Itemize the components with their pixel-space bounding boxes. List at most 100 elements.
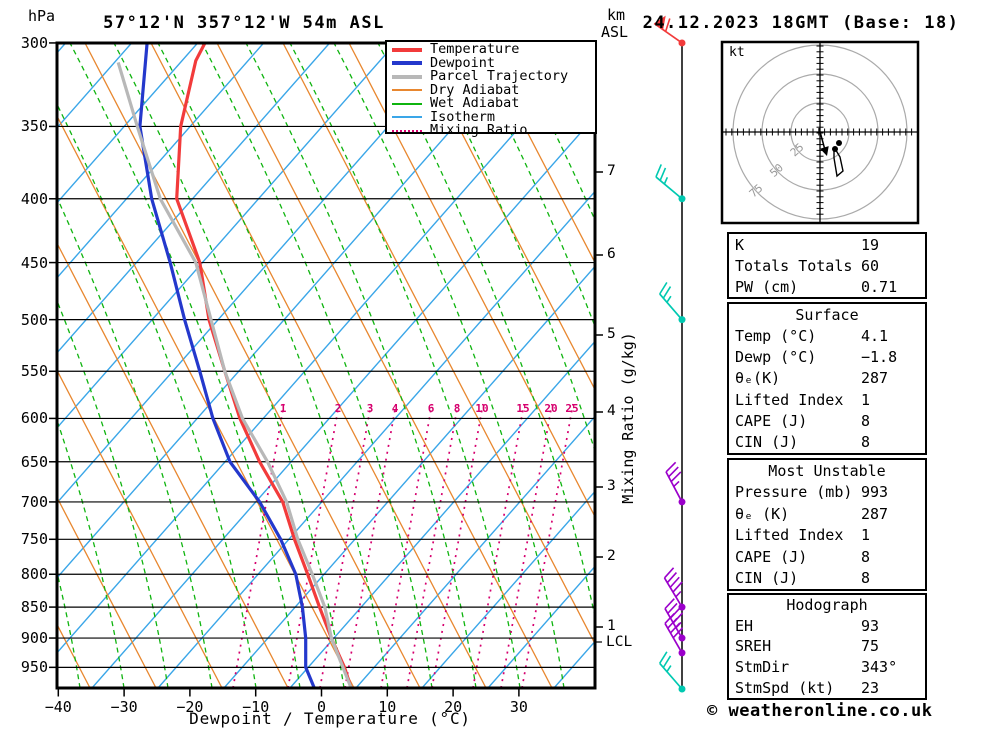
row-value: 1 bbox=[861, 526, 871, 545]
mixing-ratio-label: 6 bbox=[427, 402, 435, 415]
indices-panel-hodograph: Hodograph EH 93 SREH 75 StmDir 343° StmSpd (kt)… bbox=[727, 593, 927, 700]
table-row: Pressure (mb) 993 bbox=[729, 483, 925, 501]
pressure-tick-label: 500 bbox=[20, 310, 48, 329]
legend-label: Dewpoint bbox=[430, 54, 496, 71]
legend-item: Dry Adiabat bbox=[387, 81, 595, 98]
temp-tick-label: 20 bbox=[444, 698, 463, 716]
table-row: Dewp (°C) −1.8 bbox=[729, 348, 925, 366]
wet-adiabat-lines bbox=[57, 43, 595, 688]
table-row: θₑ (K) 287 bbox=[729, 505, 925, 523]
mixing-ratio-axis-label: Mixing Ratio (g/kg) bbox=[619, 332, 637, 504]
table-row: Totals Totals 60 bbox=[729, 257, 925, 275]
table-row: CAPE (J) 8 bbox=[729, 412, 925, 430]
legend-item: Isotherm bbox=[387, 108, 595, 125]
table-row: Temp (°C) 4.1 bbox=[729, 327, 925, 345]
legend-swatch-temperature bbox=[392, 47, 422, 52]
row-label: StmSpd (kt) bbox=[735, 678, 835, 697]
pressure-tick-label: 600 bbox=[20, 409, 48, 428]
row-label: Lifted Index bbox=[735, 390, 844, 409]
km-tick-label: 2 bbox=[607, 548, 616, 564]
x-axis-title: Dewpoint / Temperature (°C) bbox=[189, 709, 471, 728]
row-label: Temp (°C) bbox=[735, 326, 817, 345]
table-row: K 19 bbox=[729, 236, 925, 254]
row-value: 19 bbox=[861, 235, 880, 254]
trace-parcel bbox=[116, 61, 353, 688]
row-value: 1 bbox=[861, 390, 871, 409]
pressure-tick-label: 950 bbox=[20, 658, 48, 677]
mixing-ratio-label: 4 bbox=[391, 402, 399, 415]
legend-label: Mixing Ratio bbox=[430, 122, 528, 138]
row-value: 0.71 bbox=[861, 277, 898, 296]
mixing-ratio-label: 10 bbox=[475, 402, 489, 415]
legend-label: Dry Adiabat bbox=[430, 81, 520, 98]
row-value: 287 bbox=[861, 504, 889, 523]
wind-barb bbox=[653, 15, 686, 47]
table-row: θₑ(K) 287 bbox=[729, 369, 925, 387]
row-label: CAPE (J) bbox=[735, 547, 808, 566]
legend-item: Dewpoint bbox=[387, 54, 595, 71]
pressure-tick-label: 900 bbox=[20, 629, 48, 648]
pressure-axis-unit: hPa bbox=[28, 7, 56, 25]
row-label: CIN (J) bbox=[735, 569, 799, 588]
wind-barb bbox=[664, 612, 686, 657]
km-tick-label: 3 bbox=[607, 478, 616, 494]
legend-label: Temperature bbox=[430, 41, 520, 57]
panel-title: Most Unstable bbox=[768, 461, 886, 480]
indices-panel-most-unstable: Most Unstable Pressure (mb) 993 θₑ (K) 287 Li… bbox=[727, 458, 927, 591]
legend-swatch-wet_adiabat bbox=[392, 102, 422, 105]
plot-interior bbox=[57, 43, 595, 688]
copyright: © weatheronline.co.uk bbox=[707, 701, 933, 721]
row-value: 8 bbox=[861, 547, 871, 566]
station-title: 57°12'N 357°12'W 54m ASL bbox=[103, 13, 385, 33]
temp-tick-label: 10 bbox=[378, 698, 397, 716]
temp-tick-label: −10 bbox=[242, 698, 270, 716]
mixing-ratio-label: 2 bbox=[334, 402, 342, 415]
legend-label: Isotherm bbox=[430, 108, 496, 125]
row-label: CIN (J) bbox=[735, 433, 799, 452]
pressure-tick-label: 350 bbox=[20, 117, 48, 136]
table-row: StmSpd (kt) 23 bbox=[729, 679, 925, 697]
mixing-ratio-label: 3 bbox=[366, 402, 374, 415]
row-value: 60 bbox=[861, 256, 880, 275]
isotherm-lines bbox=[57, 43, 595, 688]
wind-barb bbox=[663, 567, 686, 611]
table-row: CIN (J) 8 bbox=[729, 433, 925, 451]
temp-tick-label: 30 bbox=[509, 698, 528, 716]
row-label: Dewp (°C) bbox=[735, 348, 817, 367]
mixing-ratio-label: 15 bbox=[516, 402, 530, 415]
temp-tick-label: −40 bbox=[44, 698, 72, 716]
km-tick-label: 4 bbox=[607, 403, 616, 419]
wind-barb-column bbox=[653, 15, 686, 693]
axis-ticks bbox=[49, 42, 603, 697]
row-value: 4.1 bbox=[861, 326, 889, 345]
pressure-tick-label: 800 bbox=[20, 565, 48, 584]
temp-tick-label: 0 bbox=[316, 698, 327, 716]
wind-barb bbox=[655, 164, 686, 203]
table-row: StmDir 343° bbox=[729, 658, 925, 676]
km-tick-label: 6 bbox=[607, 246, 616, 262]
trace-temperature bbox=[175, 43, 353, 688]
pressure-tick-label: 650 bbox=[20, 452, 48, 471]
row-value: 343° bbox=[861, 658, 898, 677]
pressure-tick-label: 450 bbox=[20, 253, 48, 272]
row-label: K bbox=[735, 235, 745, 254]
km-tick-label: 7 bbox=[607, 163, 616, 179]
row-value: 8 bbox=[861, 433, 871, 452]
table-row: CAPE (J) 8 bbox=[729, 548, 925, 566]
trace-dewpoint bbox=[138, 43, 316, 688]
mixing-ratio-label: 25 bbox=[565, 402, 579, 415]
temp-tick-label: −30 bbox=[110, 698, 138, 716]
sounding-traces bbox=[116, 43, 353, 688]
wind-barb bbox=[659, 651, 686, 693]
pressure-tick-label: 750 bbox=[20, 530, 48, 549]
indices-panel-surface: Surface Temp (°C) 4.1 Dewp (°C) −1.8 θₑ(K) 287… bbox=[727, 302, 927, 455]
legend: Temperature Dewpoint Parcel Trajectory Dry … bbox=[385, 40, 597, 137]
row-label: EH bbox=[735, 616, 754, 635]
row-label: SREH bbox=[735, 637, 772, 656]
mixing-ratio-label: 8 bbox=[453, 402, 461, 415]
legend-label: Wet Adiabat bbox=[430, 95, 520, 111]
legend-swatch-parcel bbox=[392, 74, 422, 79]
km-tick-label: 1 bbox=[607, 618, 616, 634]
